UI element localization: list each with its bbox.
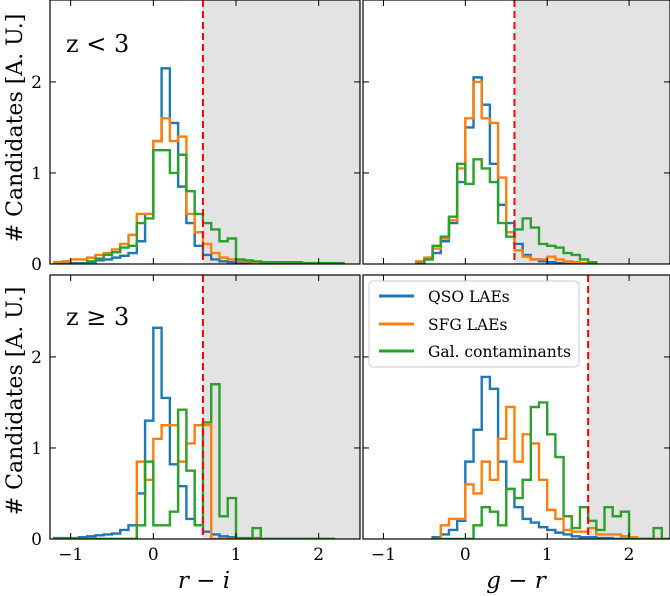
x-tick-label: 1: [231, 545, 242, 565]
histogram-sfg-laes: [432, 405, 670, 539]
y-tick-label: 2: [31, 348, 42, 368]
panels: 0 1 2 −1 0 1 2 0 1 2 −1 0 1 2: [31, 0, 670, 565]
x-tick-label: −1: [371, 545, 396, 565]
excluded-region: [514, 0, 670, 264]
axes-frame: [49, 274, 361, 540]
x-tick-label: 0: [148, 545, 159, 565]
y-tick-label: 2: [31, 73, 42, 93]
excluded-region: [202, 275, 360, 539]
legend-frame: [368, 280, 580, 368]
annotation-bottom: z ≥ 3: [66, 303, 129, 331]
ylabel-bottom: # Candidates [A. U.]: [3, 287, 28, 516]
histogram-gal-contaminants: [432, 401, 670, 539]
y-tick-label: 0: [31, 255, 42, 275]
legend: QSO LAEs SFG LAEs Gal. contaminants: [368, 280, 580, 368]
panel-bottom-left: −1 0 1 2 0 1 2: [31, 274, 361, 565]
histograms: [52, 67, 345, 264]
histogram-gal-contaminants: [54, 383, 336, 539]
axes-frame: [362, 274, 670, 540]
axes-frame: [49, 0, 361, 265]
x-tick-label: −1: [58, 545, 83, 565]
panel-top-right: [362, 0, 670, 265]
x-tick-label: 1: [542, 545, 553, 565]
histogram-gal-contaminants: [416, 158, 598, 264]
x-tick-label: 2: [624, 545, 635, 565]
x-tick-label: 0: [460, 545, 471, 565]
excluded-region: [588, 275, 670, 539]
y-tick-label: 1: [31, 164, 42, 184]
annotation-top: z < 3: [66, 30, 129, 58]
histogram-qso-laes: [54, 67, 344, 264]
legend-label-sfg: SFG LAEs: [428, 316, 507, 334]
histograms: [431, 375, 670, 539]
axes-frame: [362, 0, 670, 265]
panel-bottom-right: −1 0 1 2: [362, 274, 670, 565]
excluded-region: [202, 0, 360, 264]
panel-top-left: 0 1 2: [31, 0, 361, 275]
ylabel-top: # Candidates [A. U.]: [3, 14, 28, 243]
histogram-sfg-laes: [415, 80, 597, 264]
y-tick-label: 1: [31, 439, 42, 459]
histograms: [415, 76, 598, 264]
legend-label-gal: Gal. contaminants: [428, 343, 571, 361]
y-tick-label: 0: [31, 530, 42, 550]
xlabel-left: r − i: [178, 568, 230, 594]
histogram-gal-contaminants: [54, 149, 345, 264]
legend-label-qso: QSO LAEs: [428, 288, 510, 306]
xlabel-right: g − r: [486, 568, 548, 594]
x-tick-label: 2: [313, 545, 324, 565]
